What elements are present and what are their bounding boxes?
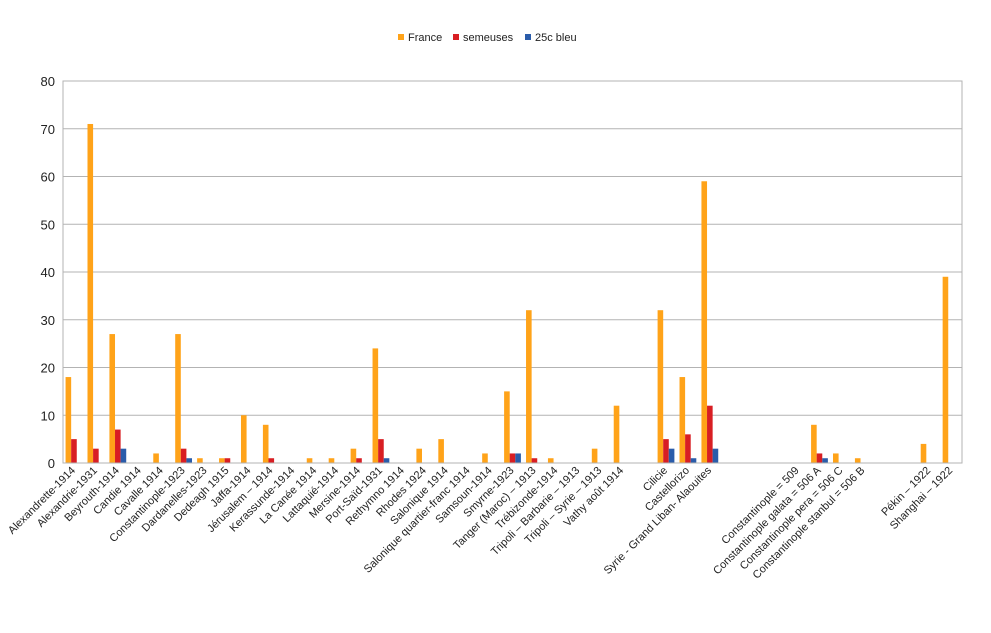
bar-france: [65, 377, 72, 463]
plot-area-border: [62, 80, 963, 464]
bar-france: [175, 334, 181, 463]
bar-25c-bleu: [515, 453, 521, 463]
bar-semeuses: [707, 405, 713, 463]
bar-semeuses: [268, 458, 275, 463]
y-axis: 0 10 20 30 40 50 60 70 80: [41, 74, 55, 471]
bar-france: [526, 310, 532, 463]
x-axis: Alexandrette-1914Alexandrie-1931Beyrouth…: [6, 464, 955, 581]
legend-swatch: [525, 34, 531, 40]
bar-semeuses: [509, 453, 516, 463]
bar-france: [438, 439, 444, 464]
plot-frame: [62, 80, 963, 464]
y-tick-label: 40: [41, 265, 55, 280]
bar-france: [701, 181, 708, 463]
gridlines: [63, 80, 962, 464]
bar-semeuses: [224, 458, 231, 463]
bar-25c-bleu: [690, 458, 697, 463]
bar-france: [547, 458, 554, 463]
y-tick-label: 60: [41, 170, 55, 185]
y-tick-label: 0: [48, 456, 55, 471]
bar-france: [262, 424, 269, 463]
legend-label: semeuses: [463, 32, 514, 44]
legend-label: 25c bleu: [535, 32, 577, 44]
bar-france: [240, 415, 247, 463]
bar-france: [219, 458, 225, 463]
bar-france: [679, 377, 686, 463]
bar-france: [833, 453, 839, 463]
bar-semeuses: [663, 439, 669, 464]
y-tick-label: 30: [41, 313, 55, 328]
bar-france: [854, 458, 861, 463]
bar-france: [153, 453, 159, 463]
bars: [65, 123, 949, 464]
bar-25c-bleu: [186, 458, 192, 463]
bar-france: [504, 391, 510, 464]
y-tick-label: 80: [41, 74, 55, 89]
bar-france: [920, 443, 927, 463]
bar-france: [811, 424, 817, 463]
bar-france: [87, 123, 94, 463]
bar-france: [657, 310, 664, 463]
y-tick-label: 50: [41, 217, 55, 232]
bar-25c-bleu: [120, 448, 127, 463]
bar-semeuses: [531, 458, 538, 463]
bar-25c-bleu: [668, 448, 675, 463]
legend-swatch: [398, 34, 404, 40]
bar-france: [306, 458, 313, 463]
bar-semeuses: [378, 439, 384, 464]
bar-semeuses: [685, 434, 691, 463]
bar-semeuses: [816, 453, 823, 463]
bar-25c-bleu: [712, 448, 719, 463]
bar-25c-bleu: [822, 458, 828, 463]
bar-semeuses: [71, 439, 77, 464]
bar-semeuses: [115, 429, 121, 463]
bar-france: [197, 458, 203, 463]
y-tick-label: 20: [41, 361, 55, 376]
bar-france: [372, 348, 379, 463]
bar-25c-bleu: [383, 458, 390, 463]
bar-semeuses: [180, 448, 187, 463]
y-tick-label: 70: [41, 122, 55, 137]
bar-france: [613, 405, 620, 463]
legend-label: France: [408, 32, 442, 44]
bar-france: [350, 448, 357, 463]
y-tick-label: 10: [41, 408, 55, 423]
bar-france: [109, 334, 116, 463]
bar-semeuses: [93, 448, 99, 463]
legend-swatch: [453, 34, 459, 40]
bar-france: [482, 453, 488, 463]
bar-france: [328, 458, 335, 463]
bar-france: [942, 276, 949, 463]
legend: France semeuses 25c bleu: [398, 32, 577, 44]
bar-france: [591, 448, 598, 463]
bar-france: [416, 448, 422, 463]
bar-semeuses: [356, 458, 362, 463]
